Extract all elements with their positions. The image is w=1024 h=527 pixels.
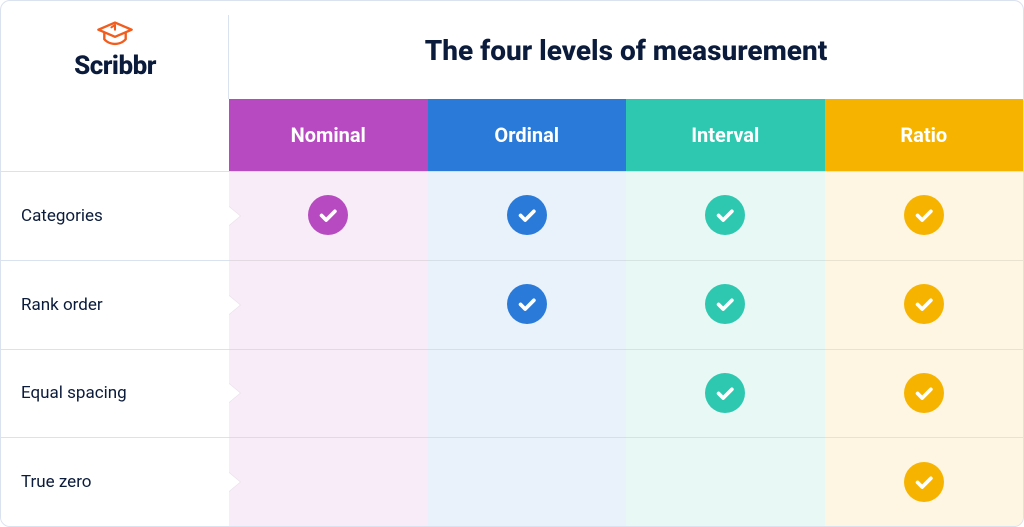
table-cell <box>626 349 825 438</box>
check-icon <box>705 373 745 413</box>
brand-wordmark: Scribbr <box>74 51 156 81</box>
comparison-table: NominalOrdinalIntervalRatio CategoriesRan… <box>1 99 1023 526</box>
check-icon <box>507 284 547 324</box>
table-cell <box>825 260 1024 349</box>
table-cell <box>626 437 825 526</box>
table-cell <box>825 437 1024 526</box>
table-cell <box>428 260 627 349</box>
table-cell <box>825 349 1024 438</box>
check-icon <box>904 373 944 413</box>
column-header: Ratio <box>825 99 1024 171</box>
column-header: Ordinal <box>428 99 627 171</box>
table-cell <box>428 349 627 438</box>
check-icon <box>904 284 944 324</box>
table-cell <box>626 260 825 349</box>
column-header: Interval <box>626 99 825 171</box>
check-icon <box>705 284 745 324</box>
table-cell <box>825 171 1024 260</box>
table-cell <box>229 349 428 438</box>
check-icon <box>705 195 745 235</box>
table-cell <box>626 171 825 260</box>
column-header: Nominal <box>229 99 428 171</box>
check-icon <box>507 195 547 235</box>
table-corner-spacer <box>1 99 229 171</box>
header-row: Scribbr The four levels of measurement <box>1 1 1023 99</box>
row-label: Categories <box>1 171 229 260</box>
check-icon <box>904 195 944 235</box>
table-cell <box>229 437 428 526</box>
check-icon <box>904 462 944 502</box>
brand-logo: Scribbr <box>1 1 229 99</box>
row-label: Rank order <box>1 260 229 349</box>
row-label: Equal spacing <box>1 349 229 438</box>
page-title: The four levels of measurement <box>229 1 1023 99</box>
graduation-cap-icon <box>96 19 134 47</box>
check-icon <box>308 195 348 235</box>
table-cell <box>428 437 627 526</box>
measurement-levels-card: Scribbr The four levels of measurement N… <box>0 0 1024 527</box>
table-cell <box>229 171 428 260</box>
row-label: True zero <box>1 437 229 526</box>
table-cell <box>229 260 428 349</box>
table-cell <box>428 171 627 260</box>
